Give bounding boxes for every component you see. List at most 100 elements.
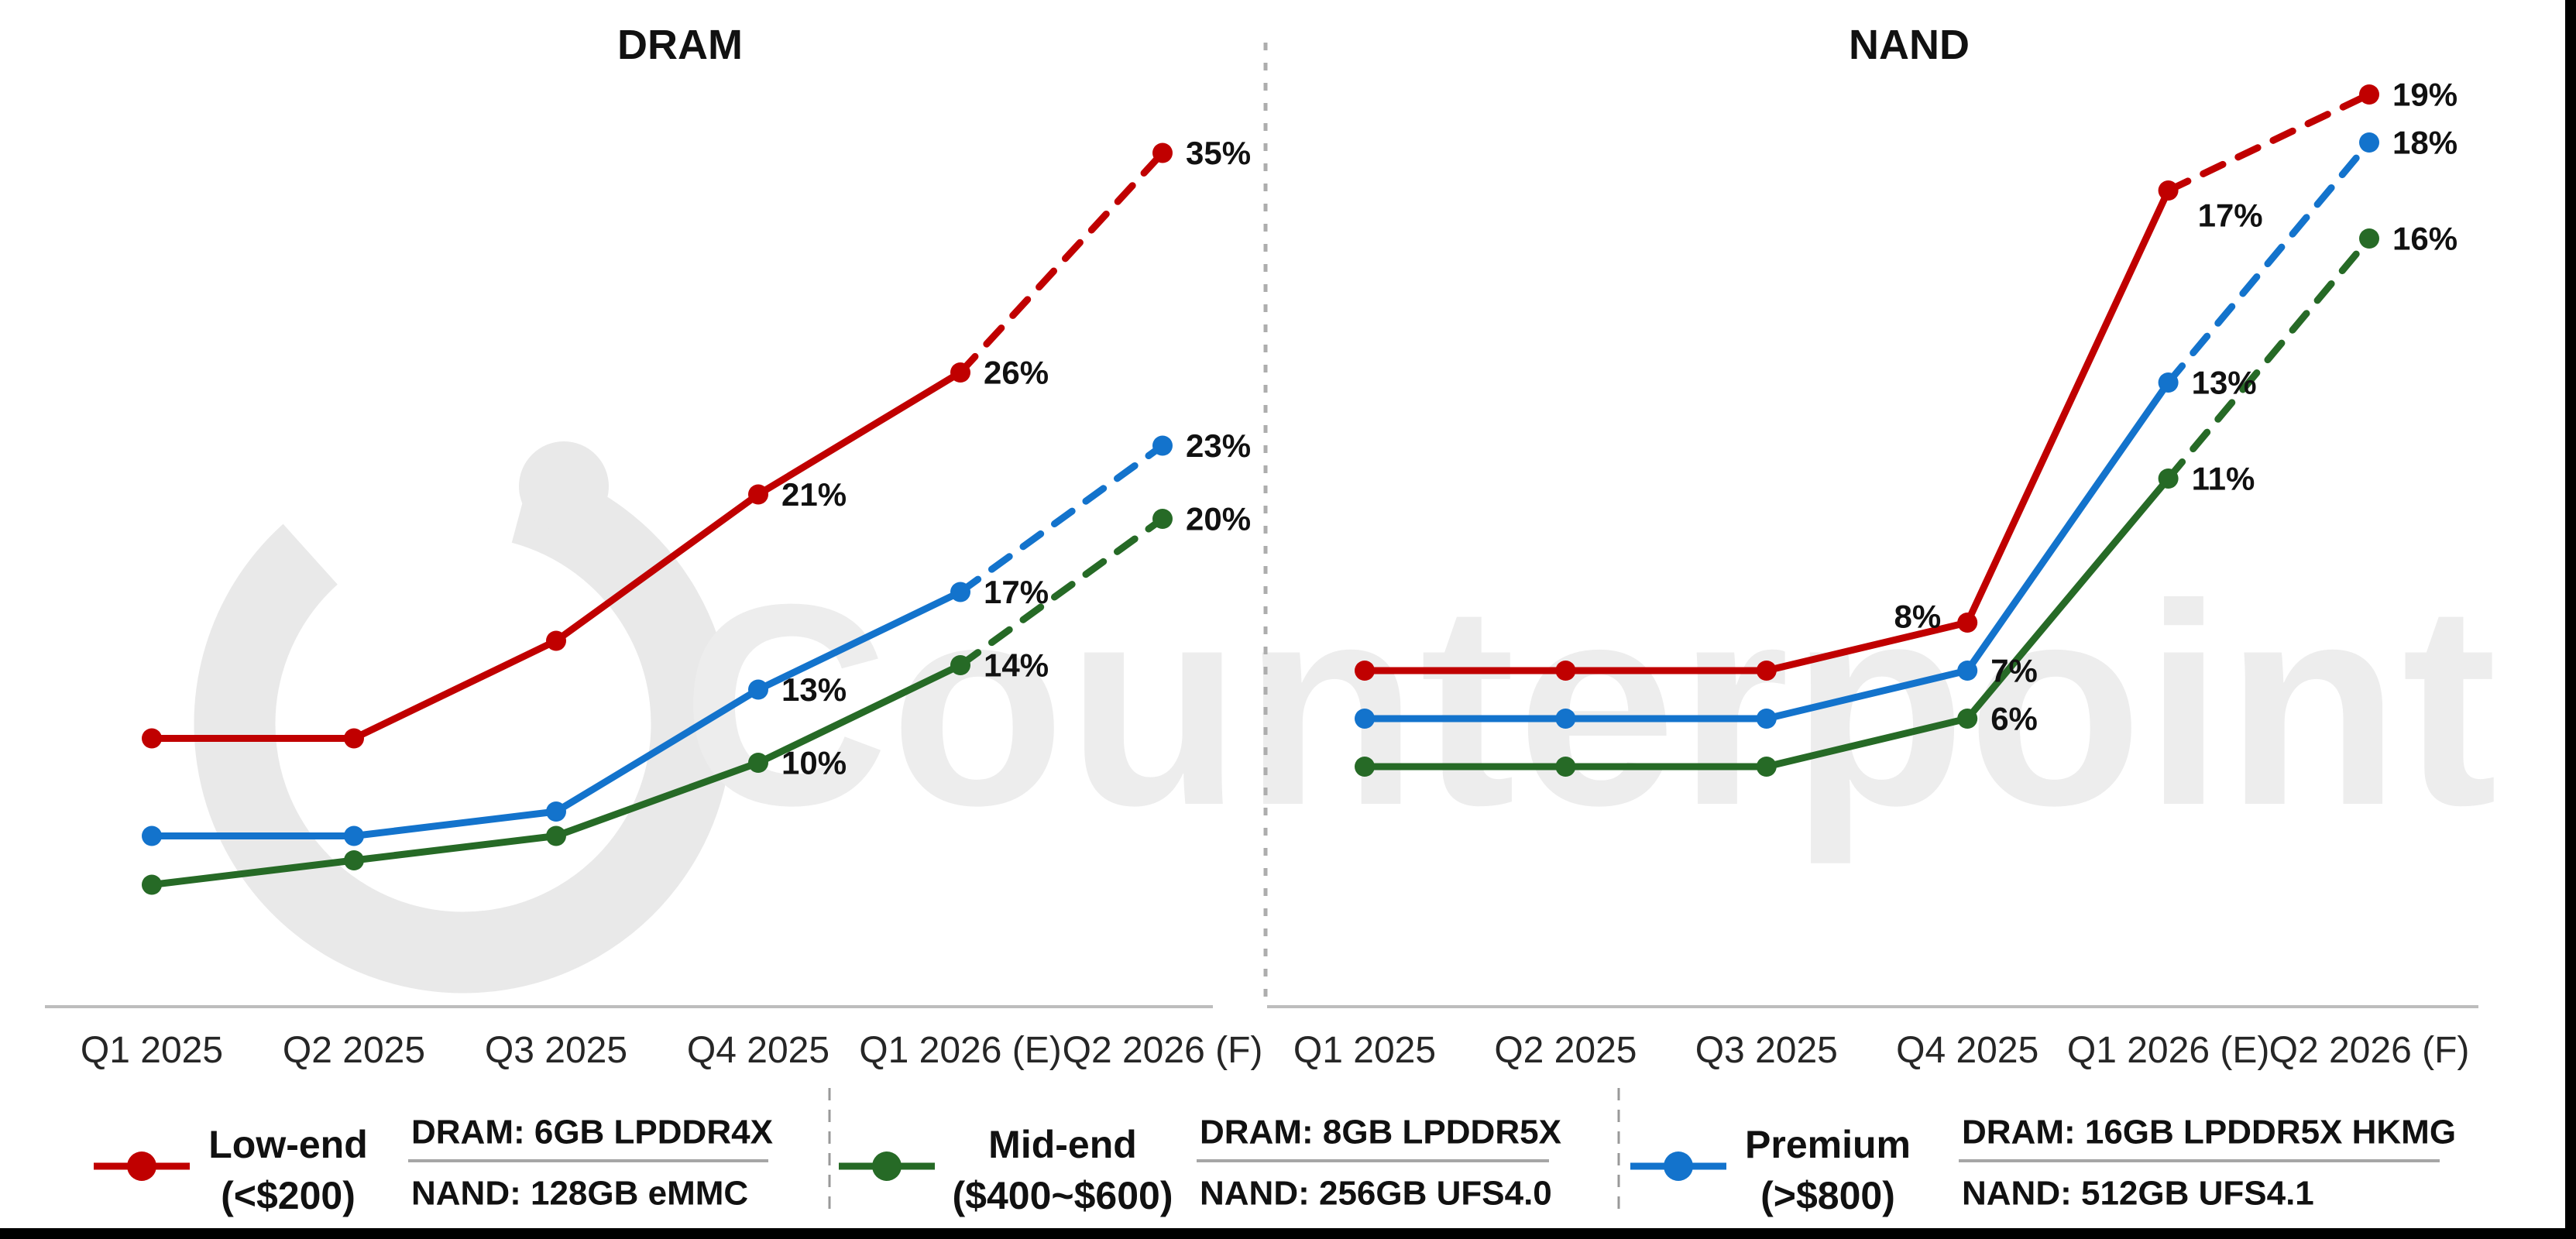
data-point <box>1756 757 1777 777</box>
data-point <box>142 728 162 749</box>
panel-dram: DRAM Q1 2025 Q2 2025 Q3 2025 Q4 2025 Q1 2026 … <box>45 22 1262 1071</box>
data-point-label: 35% <box>1186 135 1251 171</box>
axis-tick-label: Q2 2026 (F) <box>2269 1030 2470 1071</box>
data-point <box>1152 142 1173 163</box>
data-point <box>2359 84 2379 105</box>
data-point <box>950 362 970 383</box>
series-premium-800-: 7% 13% 18% <box>1355 125 2458 729</box>
data-point-label: 17% <box>984 574 1049 610</box>
legend-name-line2: (>$800) <box>1760 1174 1895 1217</box>
series-line-forecast-dashed <box>957 149 1166 376</box>
legend-item-premium: Premium (>$800) DRAM: 16GB LPDDR5X HKMG NAN… <box>1630 1114 2456 1217</box>
data-point-label: 8% <box>1894 599 1941 635</box>
panel-nand: NAND Q1 2025 Q2 2025 Q3 2025 Q4 2025 Q1 2026 … <box>1267 22 2478 1071</box>
data-point <box>546 825 566 846</box>
series-premium-800-: 13% 17% 23% <box>142 427 1251 846</box>
series-line-forecast-dashed <box>957 442 1166 595</box>
data-point-label: 13% <box>2192 365 2257 401</box>
series-mid-end-400-600-: 10% 14% 20% <box>142 501 1251 895</box>
data-point-label: 21% <box>781 476 847 513</box>
data-point-label: 26% <box>984 355 1049 391</box>
data-point <box>1756 709 1777 729</box>
legend-marker-dot <box>1664 1151 1693 1181</box>
data-point <box>2158 180 2179 201</box>
axis-tick-label: Q4 2025 <box>687 1030 829 1071</box>
data-point-label: 17% <box>2198 197 2263 234</box>
data-point-label: 18% <box>2392 125 2458 161</box>
data-point-label: 13% <box>781 671 847 708</box>
data-point-label: 11% <box>2192 461 2255 497</box>
data-point <box>1957 709 1978 729</box>
data-point <box>748 753 768 773</box>
data-point-label: 6% <box>1990 701 2038 737</box>
right-black-bar <box>2565 0 2576 1239</box>
data-point-label: 19% <box>2392 77 2458 113</box>
axis-tick-label: Q4 2025 <box>1896 1030 2038 1071</box>
series-mid-end-400-600-: 6% 11% 16% <box>1355 221 2458 777</box>
data-point-label: 7% <box>1990 653 2038 689</box>
data-point-label: 10% <box>781 745 847 781</box>
data-point <box>1555 709 1576 729</box>
series-line-forecast-dashed <box>2165 91 2373 194</box>
legend-name-line1: Low-end <box>208 1123 368 1166</box>
legend-spec-dram: DRAM: 8GB LPDDR5X <box>1200 1114 1561 1151</box>
data-point-label: 20% <box>1186 501 1251 537</box>
data-point <box>1957 661 1978 681</box>
legend-marker-dot <box>127 1151 156 1181</box>
chart-panels: DRAM Q1 2025 Q2 2025 Q3 2025 Q4 2025 Q1 2026 … <box>45 22 2478 1071</box>
data-point <box>2158 372 2179 393</box>
chart-title-nand: NAND <box>1849 22 1970 68</box>
watermark-text: Counterpoint <box>682 545 2499 867</box>
data-point <box>142 874 162 895</box>
legend-spec-dram: DRAM: 6GB LPDDR4X <box>411 1114 773 1151</box>
legend-spec-nand: NAND: 128GB eMMC <box>411 1175 748 1213</box>
legend-spec-nand: NAND: 512GB UFS4.1 <box>1962 1175 2314 1213</box>
data-point <box>1355 709 1375 729</box>
data-point-label: 14% <box>984 647 1049 684</box>
axis-tick-label: Q2 2025 <box>283 1030 425 1071</box>
legend-name-line1: Premium <box>1745 1123 1911 1166</box>
legend-name-line2: (<$200) <box>221 1174 355 1217</box>
axis-tick-label: Q2 2026 (F) <box>1063 1030 1263 1071</box>
axis-tick-label: Q1 2025 <box>1293 1030 1436 1071</box>
data-point <box>950 582 970 602</box>
axis-tick-label: Q1 2026 (E) <box>859 1030 1061 1071</box>
series-line-forecast-dashed <box>957 515 1166 669</box>
chart-legend: Low-end (<$200) DRAM: 6GB LPDDR4X NAND: 128… <box>94 1088 2456 1217</box>
data-point <box>748 484 768 505</box>
axis-tick-label: Q1 2026 (E) <box>2067 1030 2269 1071</box>
data-point <box>1957 613 1978 633</box>
counterpoint-watermark: Counterpoint <box>194 441 2499 994</box>
chart-title-dram: DRAM <box>617 22 743 68</box>
legend-item-mid-end: Mid-end ($400~$600) DRAM: 8GB LPDDR5X NAND:… <box>839 1114 1561 1217</box>
data-point-label: 23% <box>1186 427 1251 464</box>
series-line-forecast-dashed <box>2165 235 2373 482</box>
legend-spec-nand: NAND: 256GB UFS4.0 <box>1200 1175 1552 1213</box>
data-point <box>344 728 364 749</box>
data-point <box>1555 757 1576 777</box>
data-point <box>546 801 566 822</box>
data-point <box>1152 435 1173 456</box>
data-point <box>1355 757 1375 777</box>
axis-tick-label: Q2 2025 <box>1494 1030 1637 1071</box>
series-line-forecast-dashed <box>2165 139 2373 386</box>
legend-spec-dram: DRAM: 16GB LPDDR5X HKMG <box>1962 1114 2456 1151</box>
data-point <box>2359 132 2379 153</box>
data-point <box>142 825 162 846</box>
bottom-black-bar <box>0 1228 2576 1239</box>
data-point <box>546 630 566 651</box>
axis-tick-label: Q3 2025 <box>1695 1030 1838 1071</box>
data-point <box>344 825 364 846</box>
data-point <box>2158 468 2179 489</box>
axis-tick-label: Q1 2025 <box>81 1030 223 1071</box>
legend-name-line1: Mid-end <box>988 1123 1137 1166</box>
data-point <box>1756 661 1777 681</box>
axis-tick-label: Q3 2025 <box>485 1030 627 1071</box>
data-point <box>1555 661 1576 681</box>
data-point <box>344 850 364 870</box>
data-point <box>2359 228 2379 249</box>
series-low-end-200-: 21% 26% 35% <box>142 135 1251 749</box>
